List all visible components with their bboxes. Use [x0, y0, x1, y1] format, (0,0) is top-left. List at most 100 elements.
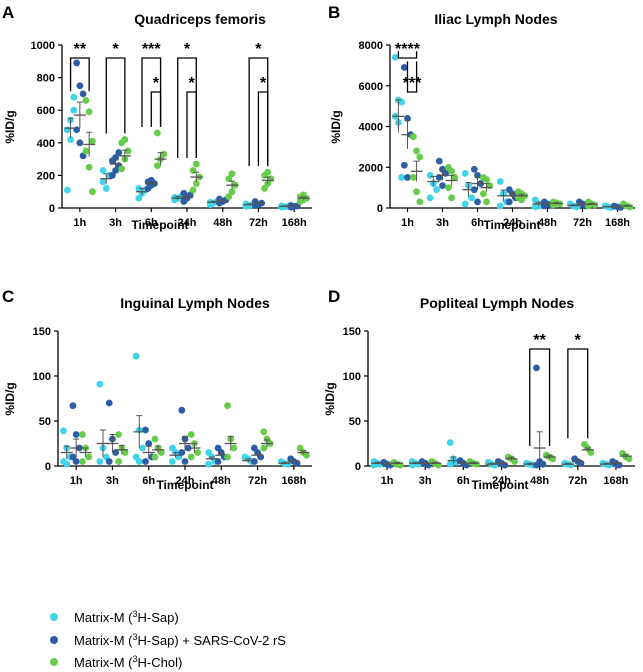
y-tick-label: 0 — [355, 461, 361, 473]
legend-label-2: Matrix-M (3H-Sap) + SARS-CoV-2 rS — [74, 632, 286, 648]
x-tick-label: 72h — [249, 217, 268, 229]
x-tick-label: 1h — [73, 217, 86, 229]
x-tick-label: 168h — [281, 475, 306, 487]
data-point — [224, 402, 231, 410]
x-tick-label: 3h — [109, 217, 122, 229]
data-point — [480, 190, 487, 198]
data-point — [78, 458, 86, 465]
data-point — [118, 165, 126, 173]
data-point — [184, 444, 192, 452]
x-tick-label: 3h — [436, 217, 449, 229]
data-point — [96, 380, 104, 388]
x-tick-label: 72h — [573, 217, 592, 229]
y-tick-label: 600 — [37, 105, 55, 117]
data-point — [63, 126, 71, 134]
data-point — [496, 202, 504, 210]
data-point — [446, 460, 454, 468]
data-point — [214, 458, 222, 465]
data-point — [88, 137, 96, 145]
data-point — [426, 194, 434, 202]
data-point — [135, 185, 143, 192]
x-tick-label: 48h — [213, 217, 232, 229]
significance-bracket — [150, 91, 162, 128]
x-axis-label: Timepoint — [483, 218, 540, 232]
data-point — [187, 453, 195, 461]
data-point — [105, 458, 113, 465]
data-point — [391, 53, 399, 61]
x-tick-label: 48h — [538, 217, 557, 229]
data-point — [79, 90, 87, 98]
panel-letter-a: A — [2, 3, 14, 22]
data-point — [261, 185, 268, 192]
data-point — [112, 154, 119, 161]
data-point — [76, 139, 84, 147]
data-point — [505, 198, 513, 206]
data-point — [189, 186, 197, 194]
data-point — [63, 186, 71, 194]
x-tick-label: 1h — [401, 217, 414, 229]
data-point — [153, 162, 161, 170]
data-point — [180, 189, 188, 197]
y-tick-label: 50 — [39, 416, 51, 428]
significance-label: * — [260, 75, 267, 92]
x-tick-label: 6h — [457, 475, 470, 487]
data-point — [157, 449, 165, 456]
data-point — [115, 149, 123, 156]
y-tick-label: 2000 — [359, 162, 383, 174]
data-point — [400, 64, 408, 71]
significance-label: * — [153, 75, 160, 92]
data-point — [416, 198, 424, 206]
data-point — [115, 431, 123, 438]
y-tick-label: 100 — [343, 371, 361, 383]
data-point — [69, 402, 77, 410]
panel-a-plot: 0 200 400 600 800 1000 1h 3h 6h 24h 48h 72h 168h Time… — [3, 40, 312, 232]
data-point — [76, 82, 84, 90]
data-point — [99, 167, 107, 174]
data-point — [135, 458, 143, 465]
data-point — [124, 147, 132, 155]
data-point — [461, 169, 469, 177]
y-tick-label: 1000 — [31, 40, 55, 52]
legend-marker-1 — [50, 613, 58, 621]
y-tick-label: 6000 — [359, 81, 383, 93]
data-point — [181, 458, 189, 465]
data-point — [511, 458, 519, 465]
data-point — [496, 178, 504, 185]
data-point — [85, 108, 93, 116]
y-tick-label: 400 — [37, 138, 55, 150]
data-point — [121, 136, 129, 143]
legend-marker-3 — [50, 658, 58, 666]
data-point — [88, 188, 96, 196]
data-point — [483, 198, 490, 206]
data-point — [626, 203, 634, 211]
legend: Matrix-M (3H-Sap) Matrix-M (3H-Sap) + SA… — [50, 609, 286, 670]
significance-label: ** — [74, 41, 87, 58]
data-point — [168, 458, 176, 465]
x-tick-label: 72h — [568, 475, 587, 487]
data-point — [533, 461, 540, 469]
data-point — [72, 431, 80, 438]
x-axis-label: Timepoint — [471, 478, 528, 492]
data-point — [145, 440, 153, 447]
data-point — [625, 455, 633, 463]
x-tick-label: 168h — [603, 475, 628, 487]
data-point — [151, 453, 159, 461]
significance-label: *** — [142, 41, 161, 58]
y-tick-label: 4000 — [359, 122, 383, 134]
data-point — [178, 449, 186, 456]
data-point — [115, 458, 123, 465]
x-tick-label: 3h — [106, 475, 119, 487]
data-point — [79, 152, 87, 160]
x-tick-label: 168h — [605, 217, 630, 229]
data-point — [63, 460, 71, 468]
data-point — [105, 399, 113, 407]
data-point — [135, 194, 143, 202]
data-point — [82, 97, 90, 104]
x-tick-label: 6h — [142, 475, 155, 487]
data-point — [102, 185, 110, 192]
significance-bracket — [257, 91, 269, 167]
panel-a-title: Quadriceps femoris — [134, 11, 266, 27]
data-point — [112, 449, 120, 456]
data-point — [587, 449, 595, 456]
data-point — [67, 136, 74, 143]
